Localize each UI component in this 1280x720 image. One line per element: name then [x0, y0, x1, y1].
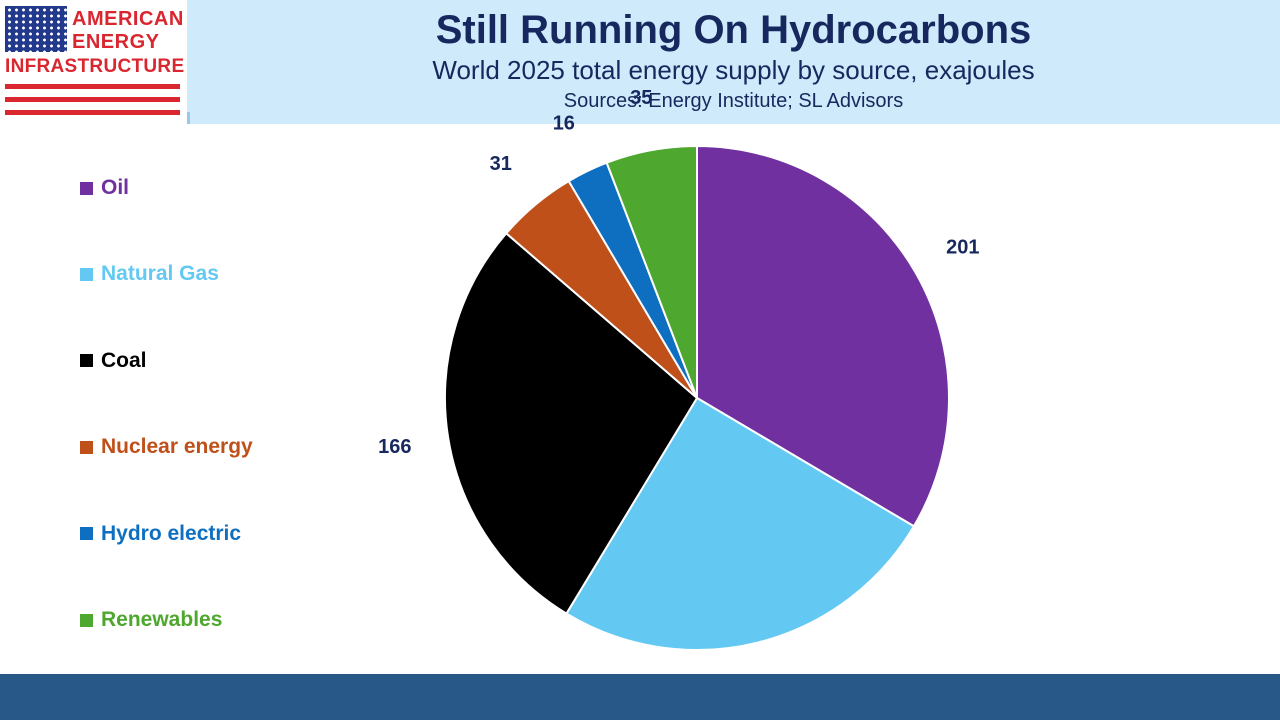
- page-title: Still Running On Hydrocarbons: [435, 8, 1032, 52]
- legend-label: Natural Gas: [101, 262, 219, 286]
- legend-item-coal: Coal: [80, 349, 147, 373]
- logo-text-line-3: INFRASTRUCTURE: [5, 56, 185, 77]
- data-label-hydro-electric: 16: [553, 113, 575, 135]
- data-label-renewables: 35: [630, 87, 652, 109]
- flag-stars-icon: [5, 6, 67, 52]
- page-subtitle: World 2025 total energy supply by source…: [432, 55, 1035, 85]
- logo-text-line-2: ENERGY: [72, 31, 160, 53]
- legend-swatch: [80, 613, 93, 627]
- logo-text-line-1: AMERICAN: [72, 8, 184, 30]
- pie-slice-natural-gas: [565, 396, 916, 651]
- pie-slice-oil: [696, 144, 950, 528]
- header-band: [187, 0, 1280, 124]
- footer-bar: [0, 674, 1280, 720]
- legend-item-renewables: Renewables: [80, 608, 222, 632]
- data-label-nuclear-energy: 31: [490, 153, 512, 175]
- legend-swatch: [80, 440, 93, 454]
- legend-swatch: [80, 181, 93, 195]
- flag-stripe: [5, 84, 180, 89]
- legend-item-natural-gas: Natural Gas: [80, 262, 219, 286]
- flag-stripe: [5, 97, 180, 102]
- legend-swatch: [80, 354, 93, 368]
- legend-swatch: [80, 267, 93, 281]
- flag-stripe: [5, 110, 180, 115]
- legend-label: Renewables: [101, 608, 223, 631]
- pie-slice-renewables: [605, 144, 698, 399]
- pie-slices: [444, 144, 950, 651]
- pie-data-labels: 201151166311635: [378, 87, 979, 707]
- source-note: Sources: Energy Institute; SL Advisors: [563, 90, 904, 112]
- legend-label: Coal: [101, 348, 147, 372]
- legend-item-oil: Oil: [80, 176, 129, 200]
- legend-item-nuclear-energy: Nuclear energy: [80, 435, 253, 459]
- legend-label: Hydro electric: [101, 521, 242, 545]
- legend-label: Oil: [101, 176, 130, 199]
- data-label-coal: 166: [378, 436, 411, 458]
- legend-swatch: [80, 527, 93, 541]
- data-label-oil: 201: [946, 236, 979, 258]
- legend-item-hydro-electric: Hydro electric: [80, 522, 241, 546]
- company-logo: AMERICAN ENERGY INFRASTRUCTURE: [2, 2, 185, 122]
- legend-label: Nuclear energy: [101, 435, 253, 459]
- header-accent: [187, 112, 190, 124]
- pie-slice-coal: [444, 231, 699, 615]
